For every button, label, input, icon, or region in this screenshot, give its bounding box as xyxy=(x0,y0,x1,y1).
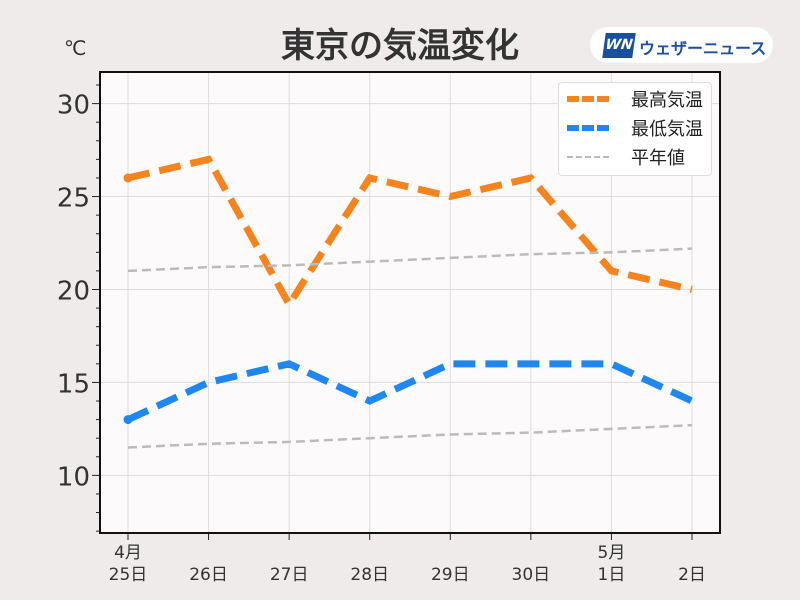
y-tick-label: 25 xyxy=(57,184,90,214)
y-axis-unit: ℃ xyxy=(64,36,87,60)
series-line-0 xyxy=(127,155,693,312)
weathernews-logo: WN ウェザーニュース xyxy=(590,27,773,63)
y-tick-label: 10 xyxy=(57,462,90,492)
x-tick-label-day: 30日 xyxy=(512,565,551,585)
series-line-3 xyxy=(127,423,693,449)
legend-label: 最高気温 xyxy=(631,90,703,111)
x-tick-label-month: 4月 xyxy=(114,543,142,563)
x-tick-label-day: 25日 xyxy=(109,565,148,585)
x-tick-label-day: 28日 xyxy=(350,565,389,585)
x-tick-label-day: 1日 xyxy=(598,565,626,585)
y-tick-label: 30 xyxy=(57,91,90,121)
y-tick-label: 15 xyxy=(57,369,90,399)
logo-text: ウェザーニュース xyxy=(639,39,767,58)
y-tick-label: 20 xyxy=(57,276,90,306)
x-tick-label-month: 5月 xyxy=(598,543,626,563)
legend-item-normal: 平年値 xyxy=(567,145,685,169)
legend-item-high: 最高気温 xyxy=(567,87,703,111)
series-line-2 xyxy=(127,247,693,273)
x-tick-label-day: 26日 xyxy=(189,565,228,585)
legend-item-low: 最低気温 xyxy=(567,116,703,140)
legend-label: 最低気温 xyxy=(631,119,703,140)
plot-frame xyxy=(99,71,721,534)
x-tick-label-day: 27日 xyxy=(270,565,309,585)
legend: 最高気温 最低気温 平年値 xyxy=(558,82,712,176)
x-tick-label-day: 2日 xyxy=(678,565,706,585)
x-tick-label-day: 29日 xyxy=(431,565,470,585)
legend-label: 平年値 xyxy=(631,148,685,169)
series-line-1 xyxy=(126,360,694,423)
chart-title: 東京の気温変化 xyxy=(281,26,519,66)
